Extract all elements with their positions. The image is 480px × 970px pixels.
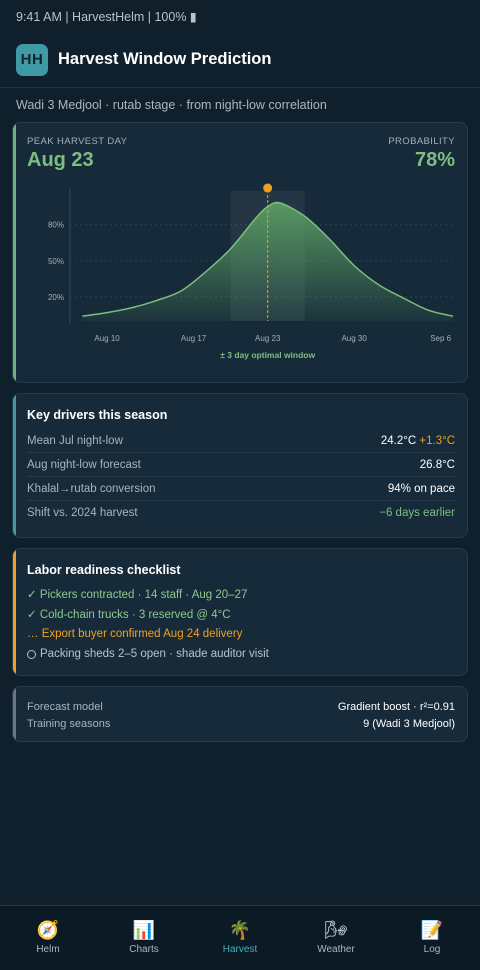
x-tick-label: Aug 23 xyxy=(255,334,281,343)
checklist-item-buyer[interactable]: … Export buyer confirmed Aug 24 delivery xyxy=(27,628,243,640)
tab-weather[interactable]: 🌬 Weather xyxy=(288,906,384,970)
driver-row-forecast: Aug night-low forecast 26.8°C xyxy=(27,453,455,477)
model-label: Training seasons xyxy=(27,717,111,730)
unchecked-circle-icon[interactable] xyxy=(27,649,36,659)
wind-icon: 🌬 xyxy=(324,920,348,940)
status-bar: 9:41 AM | HarvestHelm | 100% ▮ xyxy=(16,10,197,24)
model-row: Training seasons 9 (Wadi 3 Medjool) xyxy=(13,715,467,732)
peak-day-value: Aug 23 xyxy=(27,149,94,171)
y-tick-label: 20% xyxy=(48,293,64,302)
driver-label: Mean Jul night-low xyxy=(27,434,123,447)
bar-chart-icon: 📊 xyxy=(132,920,156,940)
tab-charts[interactable]: 📊 Charts xyxy=(96,906,192,970)
probability-block: PROBABILITY 78% xyxy=(388,136,455,172)
peak-harvest-card: PEAK HARVEST DAY Aug 23 PROBABILITY 78% … xyxy=(12,122,468,383)
driver-label: Khalal→rutab conversion xyxy=(27,482,156,495)
model-info-card: Forecast model Gradient boost · r²=0.91 … xyxy=(12,686,468,742)
driver-label: Shift vs. 2024 harvest xyxy=(27,507,138,519)
probability-label: PROBABILITY xyxy=(388,136,455,147)
compass-icon: 🧭 xyxy=(36,920,60,940)
model-value: Gradient boost · r²=0.91 xyxy=(337,700,455,713)
key-drivers-card: Key drivers this season Mean Jul night-l… xyxy=(12,393,468,538)
labor-checklist-card: Labor readiness checklist ✓ Pickers cont… xyxy=(12,548,468,676)
probability-value: 78% xyxy=(414,149,455,171)
checklist-item-label: Packing sheds 2–5 open · shade auditor v… xyxy=(40,648,269,660)
x-tick-label: Aug 30 xyxy=(341,334,367,343)
checklist-item-pickers[interactable]: ✓ Pickers contracted · 14 staff · Aug 20… xyxy=(27,589,248,601)
driver-value: 24.2°C +1.3°C xyxy=(381,435,455,447)
tab-label: Charts xyxy=(129,944,159,955)
checklist-item-sheds[interactable]: Packing sheds 2–5 open · shade auditor v… xyxy=(13,644,467,664)
peak-dot xyxy=(263,183,273,193)
app-logo-icon[interactable]: HH xyxy=(16,43,48,76)
tab-harvest[interactable]: 🌴 Harvest xyxy=(192,906,288,970)
x-tick-label: Sep 6 xyxy=(430,334,451,343)
page-title: Harvest Window Prediction xyxy=(58,50,272,68)
model-label: Forecast model xyxy=(27,700,103,713)
y-tick-label: 50% xyxy=(48,257,64,266)
model-row: Forecast model Gradient boost · r²=0.91 xyxy=(13,698,467,715)
tab-label: Helm xyxy=(36,944,60,955)
tab-label: Weather xyxy=(317,944,355,955)
memo-icon: 📝 xyxy=(420,920,444,940)
x-tick-label: Aug 10 xyxy=(94,334,120,343)
y-tick-label: 80% xyxy=(48,221,64,230)
driver-row-conversion: Khalal→rutab conversion 94% on pace xyxy=(27,477,455,501)
driver-row-shift: Shift vs. 2024 harvest −6 days earlier xyxy=(27,501,455,525)
driver-label: Aug night-low forecast xyxy=(27,458,141,471)
driver-delta: +1.3°C xyxy=(419,434,455,447)
page-subtitle: Wadi 3 Medjool · rutab stage · from nigh… xyxy=(16,98,327,112)
tab-label: Log xyxy=(423,944,441,955)
peak-day-block: PEAK HARVEST DAY Aug 23 xyxy=(27,136,127,172)
driver-value: −6 days earlier xyxy=(379,507,455,519)
bottom-tab-bar: 🧭 Helm 📊 Charts 🌴 Harvest 🌬 Weather 📝 Lo… xyxy=(0,905,480,970)
driver-value: 94% on pace xyxy=(387,482,455,495)
model-value: 9 (Wadi 3 Medjool) xyxy=(363,717,455,730)
driver-value: 26.8°C xyxy=(419,458,455,471)
drivers-title: Key drivers this season xyxy=(27,408,168,422)
checklist-item-trucks[interactable]: ✓ Cold-chain trucks · 3 reserved @ 4°C xyxy=(27,609,231,621)
checklist-title: Labor readiness checklist xyxy=(27,563,181,577)
window-label: ± 3 day optimal window xyxy=(220,350,315,360)
tab-log[interactable]: 📝 Log xyxy=(384,906,480,970)
peak-day-label: PEAK HARVEST DAY xyxy=(27,136,128,147)
app-header: HH Harvest Window Prediction xyxy=(0,32,480,88)
driver-row-night-low: Mean Jul night-low 24.2°C +1.3°C xyxy=(27,429,455,453)
x-tick-label: Aug 17 xyxy=(181,334,207,343)
palm-tree-icon: 🌴 xyxy=(228,920,252,940)
tab-helm[interactable]: 🧭 Helm xyxy=(0,906,96,970)
driver-value-text: 24.2°C xyxy=(380,434,417,447)
peak-header: PEAK HARVEST DAY Aug 23 PROBABILITY 78% xyxy=(13,123,467,172)
tab-label: Harvest xyxy=(222,944,258,955)
